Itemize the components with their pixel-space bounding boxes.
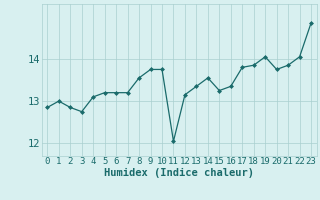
X-axis label: Humidex (Indice chaleur): Humidex (Indice chaleur)	[104, 168, 254, 178]
